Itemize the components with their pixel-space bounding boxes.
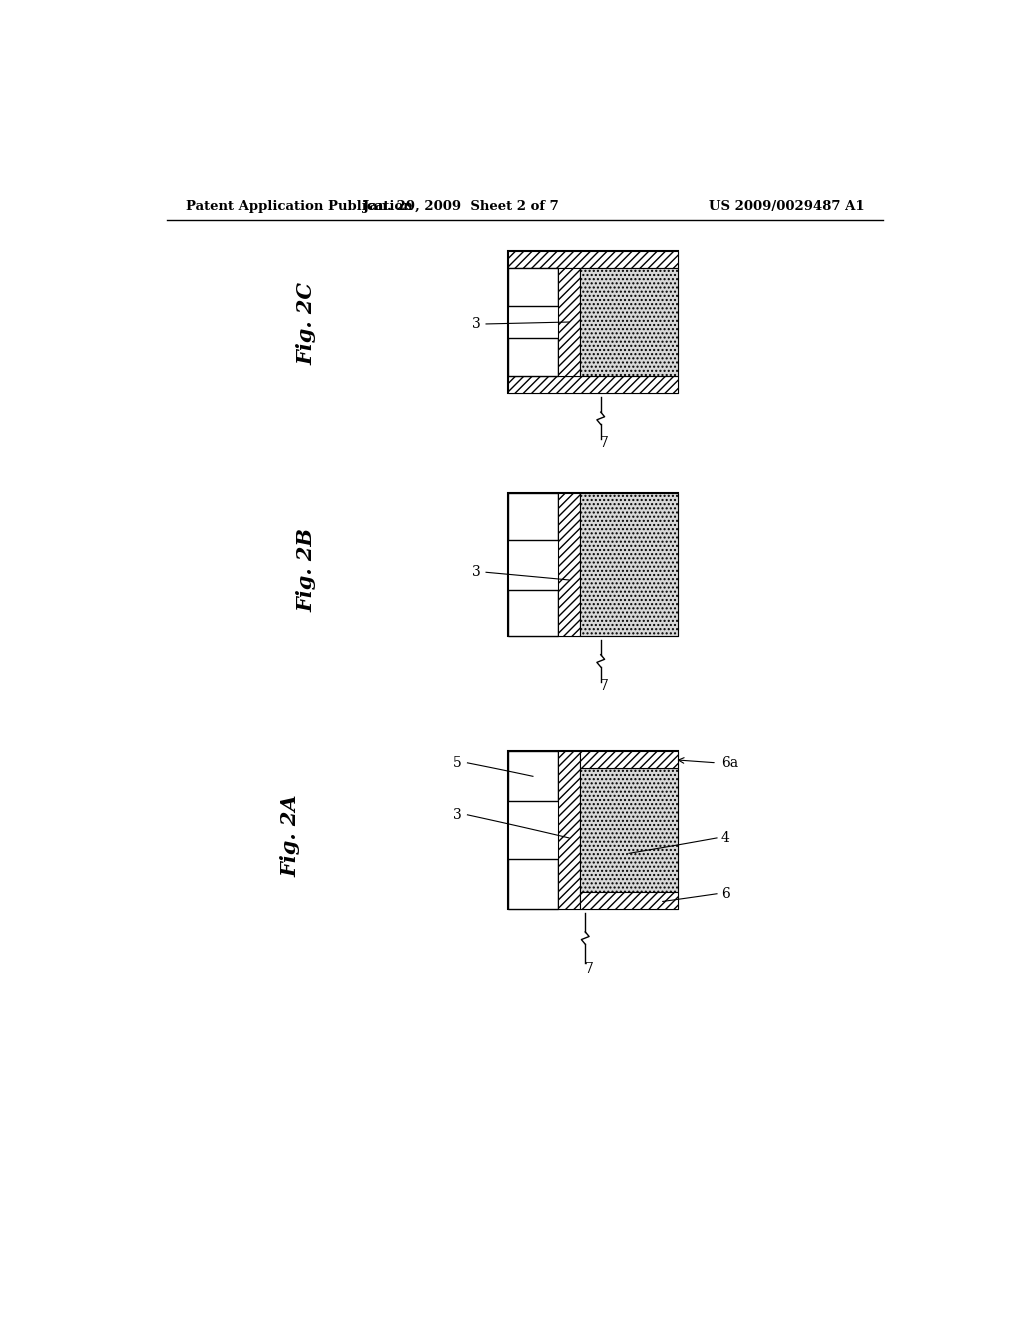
Text: 6: 6 — [721, 887, 730, 900]
Text: 3: 3 — [472, 565, 480, 579]
Bar — [580, 494, 678, 636]
Text: Jan. 29, 2009  Sheet 2 of 7: Jan. 29, 2009 Sheet 2 of 7 — [364, 199, 559, 213]
Bar — [558, 494, 580, 636]
Bar — [508, 590, 558, 636]
Text: 3: 3 — [472, 317, 480, 331]
Text: 3: 3 — [453, 808, 461, 822]
Text: 7: 7 — [585, 962, 594, 977]
Text: US 2009/0029487 A1: US 2009/0029487 A1 — [710, 199, 865, 213]
Bar — [580, 892, 678, 909]
Text: 4: 4 — [721, 830, 730, 845]
Text: Fig. 2B: Fig. 2B — [296, 528, 316, 612]
Text: Patent Application Publication: Patent Application Publication — [186, 199, 413, 213]
Bar — [508, 251, 678, 393]
Bar — [580, 268, 678, 376]
Bar — [508, 859, 558, 909]
Bar — [558, 268, 580, 376]
Bar — [508, 494, 558, 540]
Bar — [558, 751, 580, 909]
Bar — [508, 751, 558, 801]
Bar — [508, 338, 558, 376]
Text: 6a: 6a — [721, 756, 738, 770]
Text: 5: 5 — [453, 756, 461, 770]
Text: 7: 7 — [600, 678, 609, 693]
Bar — [580, 751, 678, 768]
Bar — [580, 768, 678, 892]
Bar — [508, 251, 678, 268]
Bar — [508, 268, 558, 306]
Text: Fig. 2A: Fig. 2A — [281, 795, 301, 878]
Text: 7: 7 — [600, 437, 609, 450]
Bar — [508, 494, 678, 636]
Bar — [508, 376, 678, 393]
Text: Fig. 2C: Fig. 2C — [296, 282, 316, 366]
Bar — [508, 751, 678, 909]
